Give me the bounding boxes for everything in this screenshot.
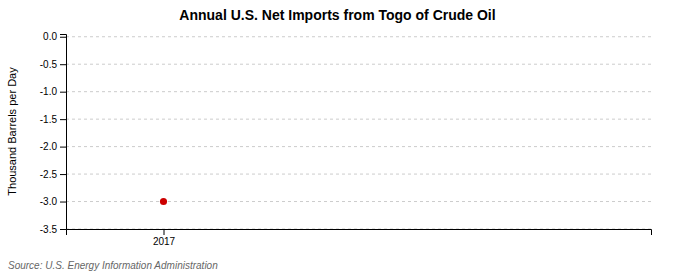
tick: -3.0 [40,196,66,207]
title: Annual U.S. Net Imports from Togo of Cru… [179,7,495,23]
tick: 2017 [153,229,176,247]
tick-mark [60,92,66,93]
tick: -1.0 [40,86,66,97]
tick-mark [60,174,66,175]
tick: -1.5 [40,114,66,125]
tick: -2.0 [40,141,66,152]
grid-line [66,201,651,202]
tick-label: -2.0 [40,141,58,152]
grid-line [66,91,651,92]
axis-title: Thousand Barrels per Day [6,67,18,196]
tick-mark [60,64,66,65]
tick-mark [60,202,66,203]
grid [66,37,651,229]
tick: -2.5 [40,169,66,180]
tick-label: -0.5 [40,59,58,70]
x-axis: 2017 [67,229,652,247]
tick-label: -1.5 [40,114,58,125]
axis-line [67,230,652,236]
grid-line [66,146,651,147]
tick-label: 2017 [153,236,176,247]
point [160,198,167,205]
grid-line [66,64,651,65]
tick: -3.5 [40,224,66,235]
tick: 0.0 [43,31,66,42]
tick-mark [60,119,66,120]
grid-line [66,36,651,37]
tick-label: 0.0 [43,31,57,42]
tick-mark [60,229,66,230]
tick-label: -2.5 [40,169,58,180]
tick-mark [164,229,165,235]
tick-label: -3.0 [40,196,58,207]
grid-line [66,119,651,120]
chart: 0.0 -0.5 -1.0 -1.5 -2.0 -2.5 -3.0 -3.5 2017 Annua… [0,0,675,275]
tick: -0.5 [40,59,66,70]
y-axis: 0.0 -0.5 -1.0 -1.5 -2.0 -2.5 -3.0 -3.5 [40,31,67,234]
tick-label: -3.5 [40,224,58,235]
annotation: Source: U.S. Energy Information Administ… [8,260,218,271]
marks [160,198,167,205]
tick-mark [60,147,66,148]
plot: 0.0 -0.5 -1.0 -1.5 -2.0 -2.5 -3.0 -3.5 2017 [40,31,652,247]
axis-line [60,35,67,230]
tick-mark [60,37,66,38]
grid-line [66,174,651,175]
tick-label: -1.0 [40,86,58,97]
